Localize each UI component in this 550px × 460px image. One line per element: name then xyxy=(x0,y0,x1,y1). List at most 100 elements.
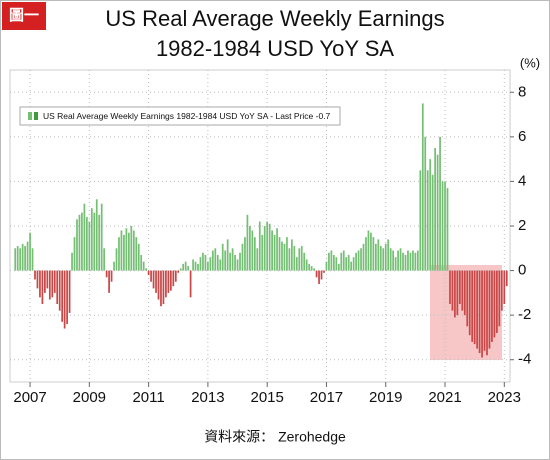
bar xyxy=(123,234,125,271)
bar xyxy=(266,221,269,271)
bar xyxy=(503,270,506,304)
bar xyxy=(120,230,123,271)
x-tick-label: 2009 xyxy=(73,389,106,406)
bar xyxy=(325,261,328,271)
bar xyxy=(323,270,325,273)
bar xyxy=(347,254,350,271)
bar xyxy=(444,181,446,271)
bar xyxy=(276,228,278,271)
bar xyxy=(182,263,185,271)
bar xyxy=(305,259,308,271)
bar xyxy=(231,248,234,271)
bar xyxy=(226,239,229,271)
bar xyxy=(157,270,160,300)
bar xyxy=(461,270,464,311)
bar xyxy=(345,257,348,271)
bar xyxy=(209,257,212,271)
bar xyxy=(496,270,498,333)
bar xyxy=(335,257,338,271)
y-tick-label: 6 xyxy=(518,128,526,145)
bar xyxy=(189,270,192,298)
bar xyxy=(127,232,130,271)
bar xyxy=(197,263,199,271)
bar xyxy=(253,237,256,271)
bar xyxy=(53,270,56,293)
bar xyxy=(379,246,382,271)
bar xyxy=(187,266,189,271)
bar xyxy=(108,270,110,293)
bar xyxy=(473,270,476,345)
bar xyxy=(419,170,422,271)
bar xyxy=(493,270,496,338)
y-tick-label: 4 xyxy=(518,172,526,189)
bar xyxy=(295,257,298,271)
bar xyxy=(300,246,303,271)
badge-box xyxy=(2,2,46,30)
x-tick-label: 2023 xyxy=(488,389,521,406)
bar xyxy=(261,234,264,271)
bar xyxy=(14,248,17,271)
bar xyxy=(394,257,397,271)
bar xyxy=(211,250,214,271)
bar xyxy=(165,270,167,298)
bar xyxy=(172,270,175,287)
bar xyxy=(24,246,26,271)
bar xyxy=(330,250,333,271)
bar xyxy=(207,261,209,271)
bar xyxy=(145,268,148,271)
bar xyxy=(48,270,51,300)
chart-title: US Real Average Weekly Earnings xyxy=(105,6,444,31)
bar xyxy=(160,270,162,307)
bar xyxy=(46,270,49,289)
x-tick-label: 2015 xyxy=(250,389,283,406)
bar xyxy=(382,248,385,271)
bar xyxy=(105,270,108,278)
bar xyxy=(498,270,501,327)
bar xyxy=(397,250,399,271)
bar xyxy=(491,270,493,342)
bar xyxy=(384,243,387,271)
bar xyxy=(115,248,118,271)
bar xyxy=(86,217,88,271)
x-tick-label: 2013 xyxy=(191,389,224,406)
bar xyxy=(463,270,466,316)
bar xyxy=(66,270,68,325)
bar xyxy=(56,270,59,304)
bar xyxy=(125,228,128,271)
bar xyxy=(429,159,432,271)
bar xyxy=(458,270,461,304)
bar xyxy=(286,237,288,271)
bar xyxy=(315,270,318,278)
bar xyxy=(137,243,140,271)
bar xyxy=(78,214,81,271)
bar xyxy=(88,221,91,271)
y-tick-label: 0 xyxy=(518,262,526,279)
bar xyxy=(402,252,404,271)
x-tick-label: 2011 xyxy=(132,389,164,406)
bar xyxy=(26,241,29,271)
bar xyxy=(293,246,296,271)
bar xyxy=(39,270,41,298)
y-axis-label: (%) xyxy=(520,55,540,70)
legend-swatch xyxy=(34,112,38,120)
bar xyxy=(142,261,145,271)
bar xyxy=(434,148,436,271)
bar xyxy=(167,270,170,293)
bar xyxy=(392,250,395,271)
bar xyxy=(68,270,71,313)
bar xyxy=(337,263,340,271)
bar xyxy=(113,261,115,271)
bar xyxy=(404,254,407,271)
bar xyxy=(135,237,138,271)
bar xyxy=(350,261,353,271)
bar xyxy=(362,243,365,271)
bar xyxy=(355,252,357,271)
bar xyxy=(100,203,103,271)
y-tick-label: 2 xyxy=(518,217,526,234)
bar xyxy=(281,241,283,271)
bar xyxy=(456,270,459,316)
bar xyxy=(271,230,273,271)
bar xyxy=(224,250,227,271)
bar xyxy=(466,270,469,327)
